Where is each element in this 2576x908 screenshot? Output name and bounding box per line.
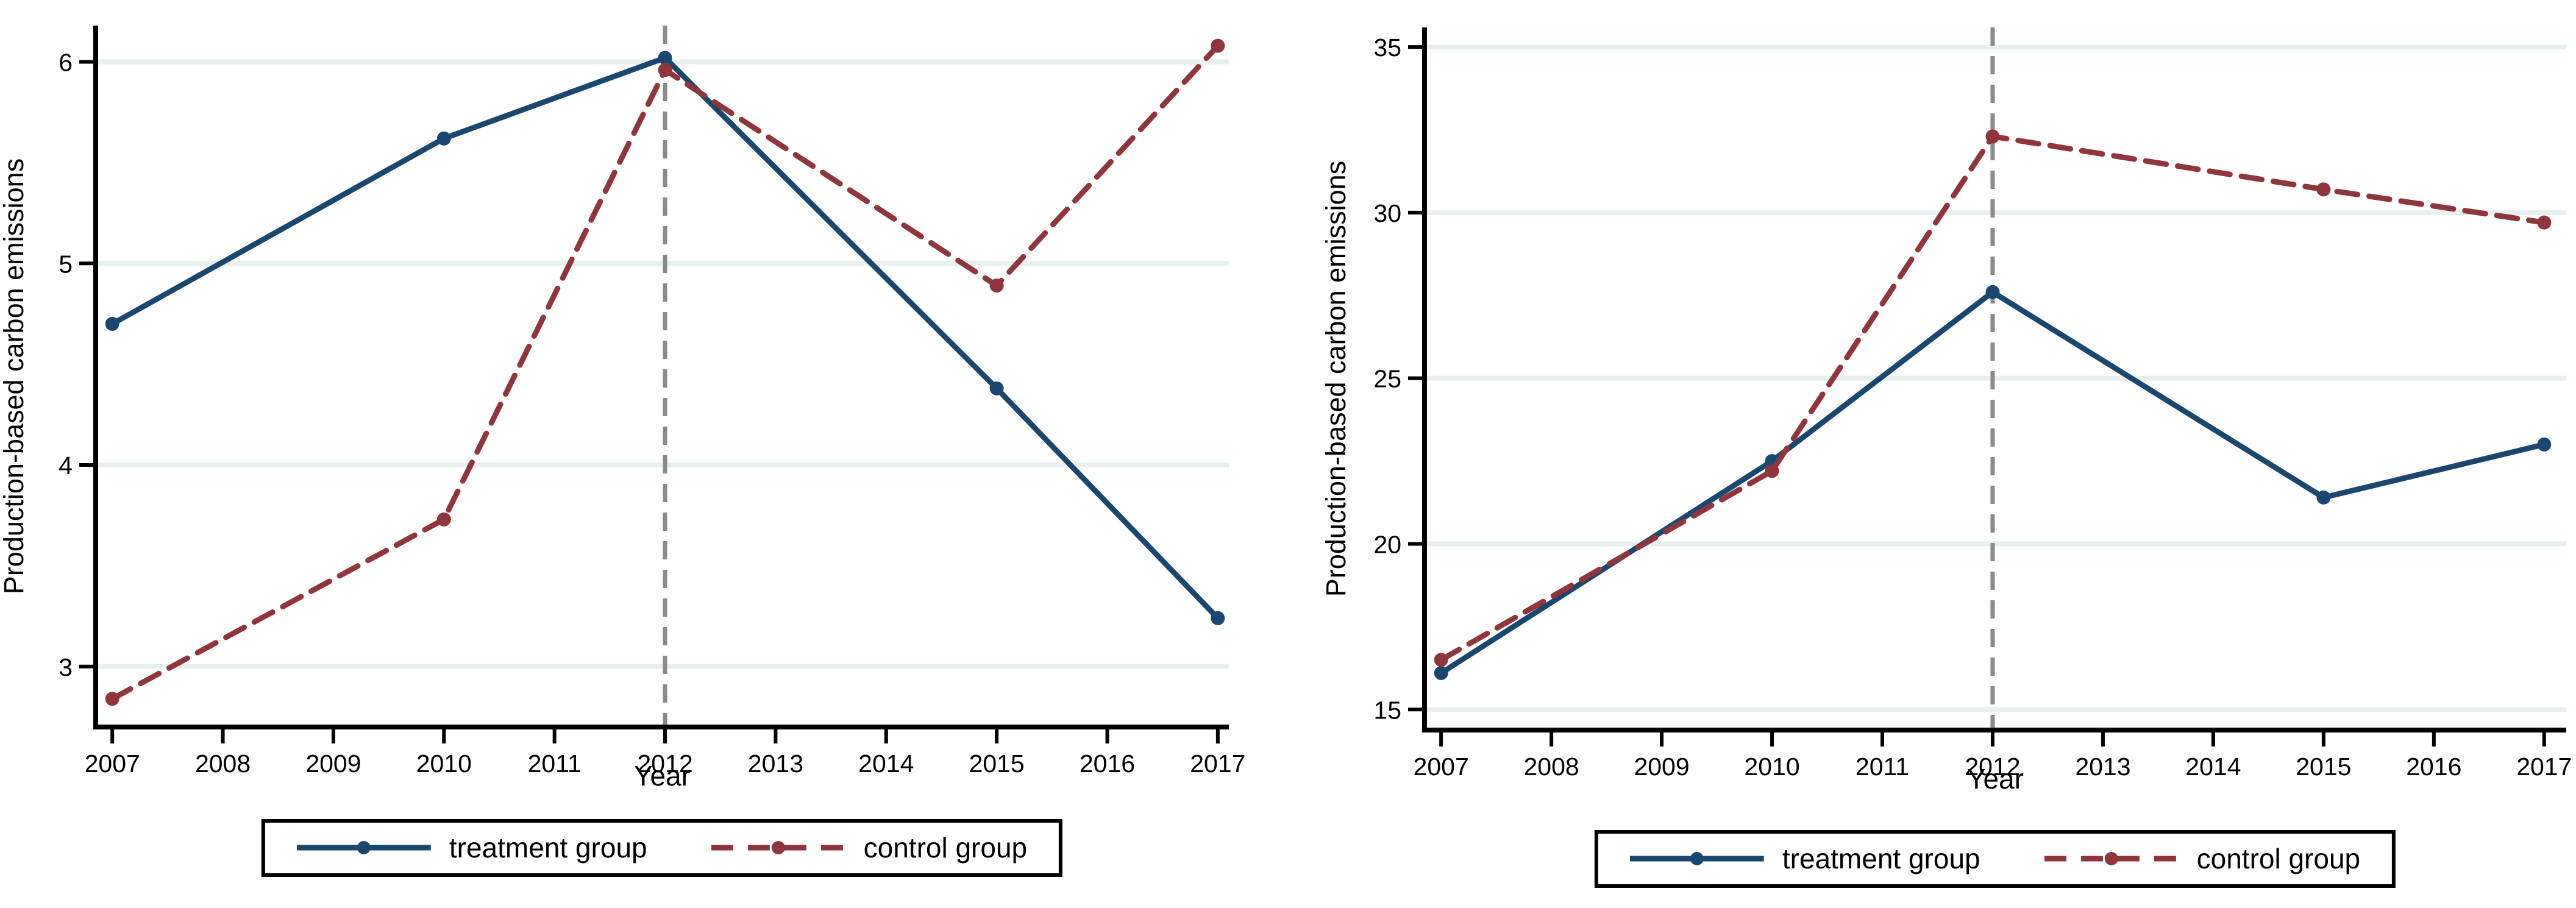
y-axis-title: Production-based carbon emissions xyxy=(0,158,29,594)
legend-label-control: control group xyxy=(863,832,1028,864)
y-axis-title: Production-based carbon emissions xyxy=(1320,161,1351,597)
treatment-point-2017 xyxy=(1211,611,1225,625)
x-tick-label-2017: 2017 xyxy=(1190,750,1245,778)
x-axis-title: Year xyxy=(1967,763,2024,795)
x-tick-label-2011: 2011 xyxy=(528,750,582,778)
x-tick-label-2010: 2010 xyxy=(1744,753,1799,781)
y-tick-label-5: 5 xyxy=(59,250,73,278)
x-tick-label-2012: 2012 xyxy=(637,750,692,778)
x-tick-label-2015: 2015 xyxy=(2296,753,2351,781)
control-point-2010 xyxy=(1765,464,1779,478)
x-tick-label-2016: 2016 xyxy=(2406,753,2461,781)
x-tick-label-2013: 2013 xyxy=(2075,753,2130,781)
y-tick-label-35: 35 xyxy=(1373,34,1401,62)
x-axis-title: Year xyxy=(634,760,691,792)
control-point-2012 xyxy=(1985,129,2000,144)
treatment-point-2012 xyxy=(658,51,672,65)
control-point-2007 xyxy=(105,692,119,706)
treatment-point-2007 xyxy=(1434,665,1448,680)
emissions-chart-right: 15 20 25 30 35 2007 2008 2009 2010 2011 2012 2013 20… xyxy=(1320,27,2572,795)
y-tick-label-6: 6 xyxy=(59,49,73,77)
treatment-point-2012 xyxy=(1985,285,2000,299)
control-point-2010 xyxy=(436,512,451,527)
x-tick-label-2008: 2008 xyxy=(1524,753,1579,781)
y-tick-label-30: 30 xyxy=(1373,199,1401,227)
emissions-chart-left: 3 4 5 6 2007 2008 2009 2010 2011 2012 2013 2014 2015… xyxy=(0,26,1245,792)
legend-item-control: control group xyxy=(2044,843,2361,874)
control-point-2012 xyxy=(658,63,672,77)
y-tick-label-3: 3 xyxy=(59,653,73,681)
legend-item-treatment: treatment group xyxy=(296,832,647,864)
x-tick-label-2007: 2007 xyxy=(1414,753,1469,781)
x-tick-label-2010: 2010 xyxy=(416,750,472,778)
control-point-2017 xyxy=(2537,215,2552,230)
legend-item-treatment: treatment group xyxy=(1629,843,1980,874)
legend-item-control: control group xyxy=(711,832,1028,864)
legend-right: treatment group control group xyxy=(1594,830,2396,888)
x-tick-label-2012: 2012 xyxy=(1965,753,2020,781)
y-tick-label-25: 25 xyxy=(1373,365,1401,393)
legend-left: treatment group control group xyxy=(261,819,1063,877)
treatment-point-2010 xyxy=(436,131,451,146)
x-tick-label-2009: 2009 xyxy=(1634,753,1689,781)
x-tick-label-2011: 2011 xyxy=(1856,753,1909,781)
control-point-2015 xyxy=(2316,182,2331,197)
left-chart-panel: 3 4 5 6 2007 2008 2009 2010 2011 2012 2013 2014 2015… xyxy=(0,26,1245,877)
treatment-point-2017 xyxy=(2537,437,2552,452)
treatment-line-sample xyxy=(296,841,431,855)
x-tick-label-2009: 2009 xyxy=(305,750,361,778)
treatment-point-2015 xyxy=(989,381,1004,395)
control-line-sample xyxy=(2044,852,2179,866)
x-tick-label-2013: 2013 xyxy=(748,750,803,778)
x-tick-label-2014: 2014 xyxy=(2185,753,2241,781)
x-tick-label-2016: 2016 xyxy=(1080,750,1135,778)
legend-label-treatment: treatment group xyxy=(1782,843,1980,874)
control-line-sample xyxy=(711,841,845,855)
treatment-point-2007 xyxy=(105,317,119,332)
y-tick-label-4: 4 xyxy=(59,452,73,480)
legend-label-control: control group xyxy=(2196,843,2361,874)
treatment-line-sample xyxy=(1629,852,1764,866)
x-tick-label-2015: 2015 xyxy=(969,750,1025,778)
treatment-point-2015 xyxy=(2316,490,2331,505)
control-point-2017 xyxy=(1211,38,1225,53)
right-chart-panel: 15 20 25 30 35 2007 2008 2009 2010 2011 2012 2013 20… xyxy=(1288,0,2576,908)
x-tick-label-2017: 2017 xyxy=(2516,753,2572,781)
y-tick-label-15: 15 xyxy=(1373,696,1401,724)
y-tick-label-20: 20 xyxy=(1373,530,1401,558)
x-tick-label-2014: 2014 xyxy=(858,750,914,778)
control-point-2007 xyxy=(1434,653,1448,667)
x-tick-label-2008: 2008 xyxy=(195,750,251,778)
legend-label-treatment: treatment group xyxy=(449,832,647,864)
control-point-2015 xyxy=(989,278,1004,293)
x-tick-label-2007: 2007 xyxy=(85,750,140,778)
